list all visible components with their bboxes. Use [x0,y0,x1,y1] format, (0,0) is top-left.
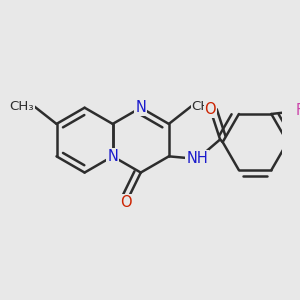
Text: CH₃: CH₃ [191,100,216,112]
Text: NH: NH [187,152,208,166]
Text: N: N [107,149,118,164]
Text: O: O [120,195,132,210]
Text: CH₃: CH₃ [9,100,34,112]
Text: F: F [296,103,300,118]
Text: N: N [135,100,146,115]
Text: O: O [205,102,216,117]
